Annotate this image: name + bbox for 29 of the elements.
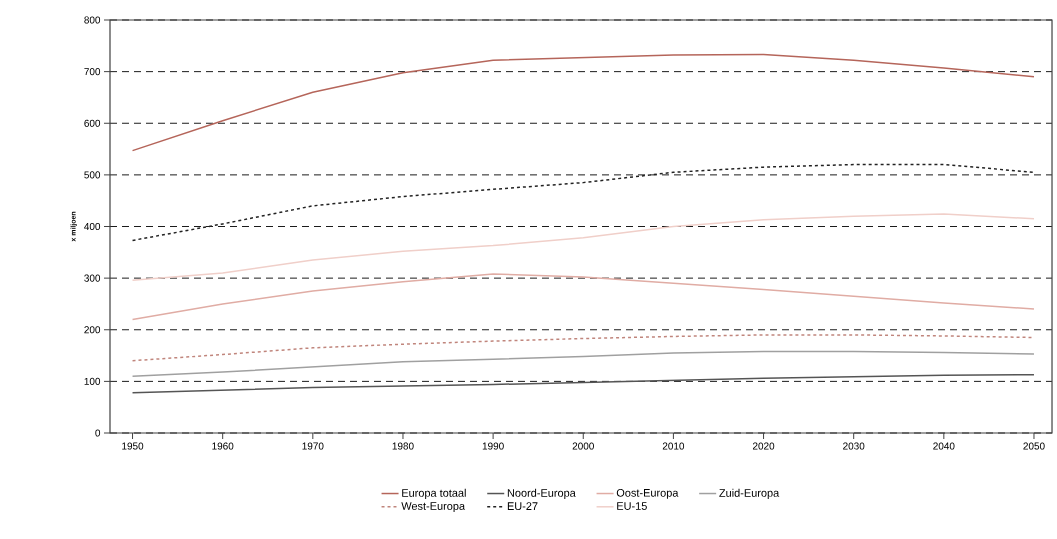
x-tick-label: 1970 <box>302 442 324 450</box>
legend-label: Oost-Europa <box>616 488 679 499</box>
y-tick-label: 0 <box>95 429 101 437</box>
legend-label: West-Europa <box>401 502 466 513</box>
y-tick-label: 700 <box>84 68 101 76</box>
x-tick-label: 2020 <box>752 442 775 450</box>
y-tick-label: 100 <box>84 377 101 385</box>
legend-label: EU-27 <box>507 502 538 510</box>
x-tick-label: 2010 <box>662 442 685 450</box>
y-tick-label: 400 <box>84 222 101 231</box>
legend-label: EU-15 <box>617 502 647 510</box>
x-tick-label: 2000 <box>572 442 594 450</box>
y-tick-label: 600 <box>84 119 101 127</box>
legend-label: Europa totaal <box>402 488 466 500</box>
x-tick-label: 2050 <box>1023 442 1045 450</box>
y-tick-label: 500 <box>84 171 101 179</box>
legend-label: Zuid-Europa <box>719 488 780 500</box>
line-series <box>131 213 1035 281</box>
y-tick-label: 800 <box>84 16 101 24</box>
x-tick-label: 1980 <box>392 442 414 450</box>
x-tick-label: 1990 <box>482 442 504 450</box>
x-tick-label: 1950 <box>122 442 144 450</box>
x-tick-label: 2030 <box>843 442 865 450</box>
y-tick-label: 300 <box>84 274 101 282</box>
y-tick-label: 200 <box>84 326 101 334</box>
legend-label: Noord-Europa <box>507 488 576 500</box>
line-series <box>131 163 1035 242</box>
x-tick-label: 2040 <box>933 442 955 450</box>
x-tick-label: 1960 <box>212 442 234 450</box>
